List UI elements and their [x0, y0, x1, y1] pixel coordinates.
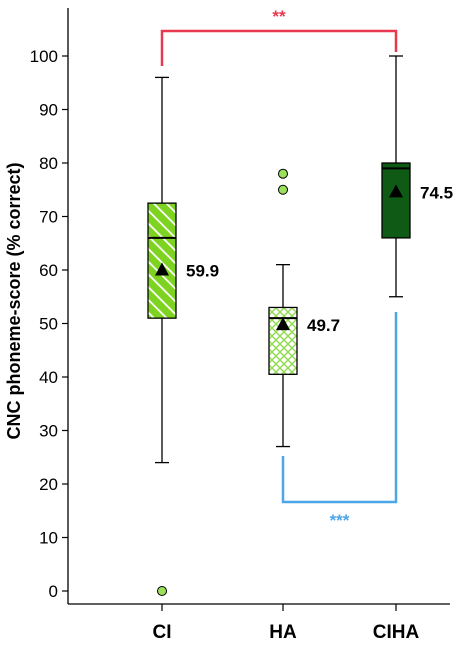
- box-ha: 49.7: [268, 168, 340, 448]
- y-tick-label: 60: [39, 261, 58, 280]
- significance-bracket: [160, 29, 398, 66]
- y-tick-label: 20: [39, 475, 58, 494]
- box-iqr: [147, 202, 177, 319]
- y-tick-label: 0: [49, 582, 58, 601]
- outlier-point: [157, 586, 167, 596]
- box-ci: 59.9: [147, 76, 219, 596]
- y-axis-title: CNC phoneme-score (% correct): [4, 162, 24, 439]
- significance-ha-ciha: ***: [281, 312, 398, 530]
- y-tick-label: 90: [39, 101, 58, 120]
- outlier-point: [278, 168, 288, 179]
- y-tick-label: 80: [39, 154, 58, 173]
- significance-bracket: [281, 312, 398, 504]
- box-iqr: [381, 162, 411, 239]
- mean-label-ha: 49.7: [307, 316, 340, 335]
- box-ciha: 74.5: [381, 55, 453, 298]
- outlier-point: [278, 184, 288, 195]
- significance-label: ***: [330, 511, 350, 530]
- y-tick-label: 40: [39, 368, 58, 387]
- mean-marker: [389, 184, 403, 198]
- mean-label-ciha: 74.5: [420, 183, 453, 202]
- x-tick-label-ciha: CIHA: [373, 622, 420, 643]
- y-tick-label: 30: [39, 422, 58, 441]
- y-tick-label: 10: [39, 529, 58, 548]
- significance-label: **: [272, 7, 286, 26]
- x-tick-label-ci: CI: [153, 622, 172, 643]
- y-tick-label: 50: [39, 315, 58, 334]
- mean-label-ci: 59.9: [186, 262, 219, 281]
- y-tick-label: 100: [30, 47, 58, 66]
- y-tick-label: 70: [39, 208, 58, 227]
- mean-marker: [276, 317, 290, 331]
- mean-marker: [155, 262, 169, 276]
- significance-ci-ciha: **: [160, 7, 398, 66]
- x-tick-label-ha: HA: [269, 622, 297, 643]
